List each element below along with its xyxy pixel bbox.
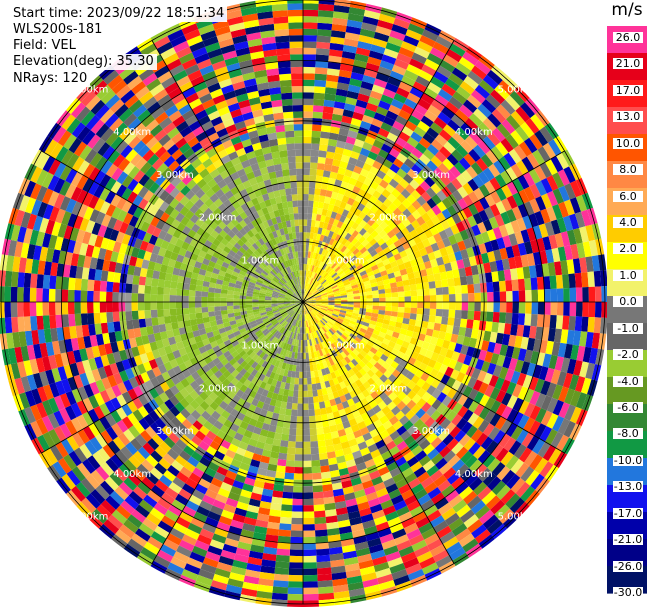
field-label: Field: VEL bbox=[10, 38, 79, 54]
azimuth-spoke bbox=[41, 301, 304, 454]
colorbar-title: m/s bbox=[611, 0, 643, 20]
range-ring-label: 1.00km bbox=[241, 255, 279, 266]
range-ring-label: 2.00km bbox=[369, 213, 407, 224]
colorbar-tick-label: 0.0 bbox=[613, 296, 643, 308]
instrument-label: WLS200s-181 bbox=[10, 22, 106, 38]
colorbar-tick-label: 2.0 bbox=[613, 243, 643, 255]
colorbar-tick-label: 1.0 bbox=[613, 269, 643, 281]
range-ring-label: 4.00km bbox=[455, 127, 493, 138]
colorbar-tick-label: -6.0 bbox=[613, 402, 643, 413]
colorbar-tick-label: 17.0 bbox=[613, 84, 643, 96]
azimuth-spokes bbox=[1, 0, 605, 604]
range-ring-label: 3.00km bbox=[156, 170, 194, 181]
colorbar-tick-label: 10.0 bbox=[613, 137, 643, 149]
colorbar-tick-label: -17.0 bbox=[613, 506, 643, 520]
azimuth-spoke bbox=[151, 40, 304, 303]
azimuth-spoke bbox=[302, 150, 565, 303]
colorbar-tick-label: -26.0 bbox=[613, 559, 643, 573]
elevation-label: Elevation(deg): 35.30 bbox=[10, 54, 157, 70]
range-ring-label: 3.00km bbox=[412, 170, 450, 181]
colorbar-tick-label: 4.0 bbox=[613, 217, 643, 228]
start-time-label: Start time: 2023/09/22 18:51:34 bbox=[10, 6, 228, 22]
range-ring-label: 2.00km bbox=[199, 383, 237, 394]
colorbar-tick-label: 13.0 bbox=[613, 111, 643, 123]
azimuth-spoke bbox=[302, 301, 565, 454]
range-ring-label: 1.00km bbox=[241, 341, 279, 352]
range-ring-label: 5.00km bbox=[498, 512, 536, 523]
colorbar-tick-label: 21.0 bbox=[613, 58, 643, 70]
azimuth-spoke bbox=[302, 301, 455, 564]
range-ring-label: 5.00km bbox=[71, 512, 109, 523]
range-ring-label: 4.00km bbox=[113, 469, 151, 480]
colorbar-tick-label: 26.0 bbox=[613, 32, 643, 43]
colorbar-tick-label: -30.0 bbox=[613, 586, 643, 599]
azimuth-spoke bbox=[151, 301, 304, 564]
range-ring-labels: 1.00km 1.00km 1.00km 1.00km 2.00km 2.00km 2.00… bbox=[71, 85, 536, 523]
colorbar-tick-label: -2.0 bbox=[613, 349, 643, 361]
colorbar-tick-label: -10.0 bbox=[613, 453, 643, 467]
range-ring-label: 5.00km bbox=[498, 85, 536, 96]
colorbar-tick-label: -4.0 bbox=[613, 375, 643, 387]
colorbar-tick-label: -21.0 bbox=[613, 533, 643, 547]
range-ring-label: 4.00km bbox=[113, 127, 151, 138]
nrays-label: NRays: 120 bbox=[10, 71, 91, 87]
colorbar-tick-label: -13.0 bbox=[613, 480, 643, 494]
range-ring-label: 1.00km bbox=[327, 341, 365, 352]
range-ring-label: 3.00km bbox=[156, 426, 194, 437]
range-ring-label: 2.00km bbox=[369, 383, 407, 394]
colorbar-tick-label: -8.0 bbox=[613, 428, 643, 440]
range-ring-label: 3.00km bbox=[412, 426, 450, 437]
velocity-field bbox=[0, 0, 609, 607]
range-ring-label: 4.00km bbox=[455, 469, 493, 480]
azimuth-spoke bbox=[41, 150, 304, 303]
azimuth-spoke bbox=[302, 40, 455, 303]
range-ring-label: 5.00km bbox=[71, 85, 109, 96]
colorbar-tick-label: -1.0 bbox=[613, 322, 643, 334]
colorbar-tick-label: 6.0 bbox=[613, 190, 643, 202]
range-ring-label: 2.00km bbox=[199, 213, 237, 224]
colorbar-tick-label: 8.0 bbox=[613, 164, 643, 176]
range-ring-label: 1.00km bbox=[327, 255, 365, 266]
